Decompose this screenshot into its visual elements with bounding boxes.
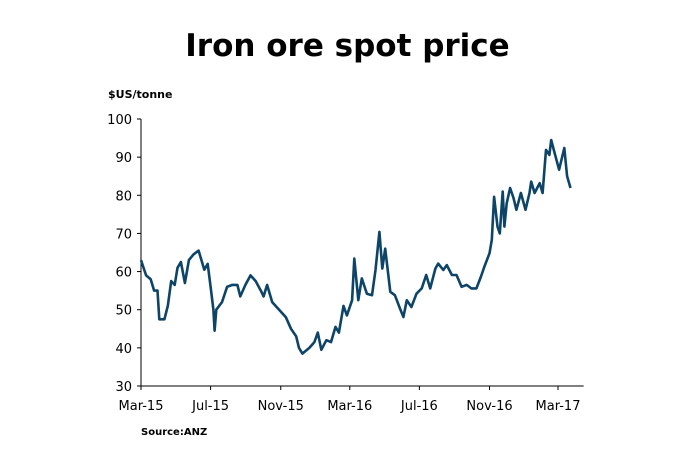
x-tick-label: Jul-16 [400,399,438,414]
x-tick-label: Mar-16 [327,399,372,414]
y-tick-label: 100 [107,113,132,128]
chart-title: Iron ore spot price [185,28,510,64]
y-tick-label: 50 [115,304,132,319]
y-tick-label: 80 [115,189,132,204]
y-tick-label: 30 [115,380,132,395]
x-tick-label: Nov-15 [258,399,304,414]
source-note: Source:ANZ [141,427,208,438]
y-tick-label: 70 [115,227,132,242]
x-tick-label: Mar-17 [536,399,581,414]
x-tick-label: Nov-16 [466,399,512,414]
price-series-line [139,138,572,355]
y-tick-label: 90 [115,151,132,166]
y-tick-label: 40 [115,342,132,357]
x-tick-label: Jul-15 [191,399,229,414]
y-tick-label: 60 [115,266,132,281]
x-tick-label: Mar-15 [119,399,164,414]
y-axis-label: $US/tonne [108,88,173,101]
